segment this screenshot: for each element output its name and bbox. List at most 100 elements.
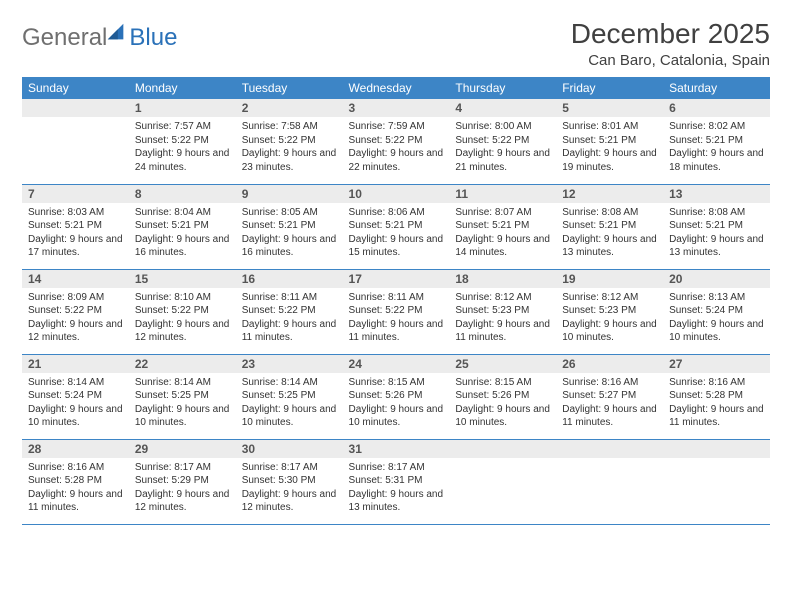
- calendar-day-cell: 24Sunrise: 8:15 AMSunset: 5:26 PMDayligh…: [343, 354, 450, 439]
- day-number: 7: [22, 185, 129, 203]
- calendar-day-cell: 18Sunrise: 8:12 AMSunset: 5:23 PMDayligh…: [449, 269, 556, 354]
- day-number: 30: [236, 440, 343, 458]
- day-number: 9: [236, 185, 343, 203]
- day-number: 4: [449, 99, 556, 117]
- day-detail-text: Sunrise: 8:17 AMSunset: 5:30 PMDaylight:…: [236, 458, 343, 518]
- calendar-day-cell: 23Sunrise: 8:14 AMSunset: 5:25 PMDayligh…: [236, 354, 343, 439]
- day-number: 18: [449, 270, 556, 288]
- calendar-day-cell: 4Sunrise: 8:00 AMSunset: 5:22 PMDaylight…: [449, 99, 556, 184]
- day-detail-text: Sunrise: 8:02 AMSunset: 5:21 PMDaylight:…: [663, 117, 770, 177]
- day-number: 31: [343, 440, 450, 458]
- calendar-day-cell: 14Sunrise: 8:09 AMSunset: 5:22 PMDayligh…: [22, 269, 129, 354]
- day-detail-text: Sunrise: 8:07 AMSunset: 5:21 PMDaylight:…: [449, 203, 556, 263]
- day-number: 12: [556, 185, 663, 203]
- calendar-day-cell: 17Sunrise: 8:11 AMSunset: 5:22 PMDayligh…: [343, 269, 450, 354]
- location-subtitle: Can Baro, Catalonia, Spain: [571, 52, 770, 69]
- calendar-day-cell: 21Sunrise: 8:14 AMSunset: 5:24 PMDayligh…: [22, 354, 129, 439]
- day-number: [22, 99, 129, 117]
- calendar-day-cell: 19Sunrise: 8:12 AMSunset: 5:23 PMDayligh…: [556, 269, 663, 354]
- day-number: 16: [236, 270, 343, 288]
- weekday-header: Wednesday: [343, 77, 450, 99]
- calendar-day-cell: 13Sunrise: 8:08 AMSunset: 5:21 PMDayligh…: [663, 184, 770, 269]
- day-number: 27: [663, 355, 770, 373]
- weekday-header: Tuesday: [236, 77, 343, 99]
- day-number: 3: [343, 99, 450, 117]
- day-number: 22: [129, 355, 236, 373]
- weekday-header: Thursday: [449, 77, 556, 99]
- calendar-day-cell: [449, 439, 556, 524]
- calendar-day-cell: 12Sunrise: 8:08 AMSunset: 5:21 PMDayligh…: [556, 184, 663, 269]
- day-detail-text: Sunrise: 8:16 AMSunset: 5:28 PMDaylight:…: [22, 458, 129, 518]
- calendar-day-cell: 20Sunrise: 8:13 AMSunset: 5:24 PMDayligh…: [663, 269, 770, 354]
- day-number: 8: [129, 185, 236, 203]
- day-detail-text: Sunrise: 8:17 AMSunset: 5:29 PMDaylight:…: [129, 458, 236, 518]
- calendar-day-cell: 25Sunrise: 8:15 AMSunset: 5:26 PMDayligh…: [449, 354, 556, 439]
- calendar-day-cell: 22Sunrise: 8:14 AMSunset: 5:25 PMDayligh…: [129, 354, 236, 439]
- brand-sail-icon: [105, 21, 127, 43]
- day-detail-text: Sunrise: 8:06 AMSunset: 5:21 PMDaylight:…: [343, 203, 450, 263]
- day-detail-text: Sunrise: 8:14 AMSunset: 5:25 PMDaylight:…: [129, 373, 236, 433]
- day-number: 14: [22, 270, 129, 288]
- day-detail-text: Sunrise: 8:12 AMSunset: 5:23 PMDaylight:…: [449, 288, 556, 348]
- day-detail-text: Sunrise: 8:11 AMSunset: 5:22 PMDaylight:…: [236, 288, 343, 348]
- day-detail-text: Sunrise: 8:01 AMSunset: 5:21 PMDaylight:…: [556, 117, 663, 177]
- day-detail-text: Sunrise: 8:05 AMSunset: 5:21 PMDaylight:…: [236, 203, 343, 263]
- day-detail-text: Sunrise: 8:16 AMSunset: 5:27 PMDaylight:…: [556, 373, 663, 433]
- day-number: 15: [129, 270, 236, 288]
- day-detail-text: Sunrise: 8:12 AMSunset: 5:23 PMDaylight:…: [556, 288, 663, 348]
- calendar-day-cell: 10Sunrise: 8:06 AMSunset: 5:21 PMDayligh…: [343, 184, 450, 269]
- brand-text-blue: Blue: [129, 24, 177, 52]
- calendar-day-cell: 5Sunrise: 8:01 AMSunset: 5:21 PMDaylight…: [556, 99, 663, 184]
- calendar-day-cell: 7Sunrise: 8:03 AMSunset: 5:21 PMDaylight…: [22, 184, 129, 269]
- calendar-day-cell: 16Sunrise: 8:11 AMSunset: 5:22 PMDayligh…: [236, 269, 343, 354]
- day-detail-text: Sunrise: 8:04 AMSunset: 5:21 PMDaylight:…: [129, 203, 236, 263]
- calendar-table: SundayMondayTuesdayWednesdayThursdayFrid…: [22, 77, 770, 525]
- day-detail-text: Sunrise: 7:58 AMSunset: 5:22 PMDaylight:…: [236, 117, 343, 177]
- day-detail-text: Sunrise: 7:59 AMSunset: 5:22 PMDaylight:…: [343, 117, 450, 177]
- calendar-day-cell: 2Sunrise: 7:58 AMSunset: 5:22 PMDaylight…: [236, 99, 343, 184]
- day-detail-text: Sunrise: 8:16 AMSunset: 5:28 PMDaylight:…: [663, 373, 770, 433]
- day-detail-text: Sunrise: 8:15 AMSunset: 5:26 PMDaylight:…: [343, 373, 450, 433]
- calendar-day-cell: 29Sunrise: 8:17 AMSunset: 5:29 PMDayligh…: [129, 439, 236, 524]
- calendar-week-row: 28Sunrise: 8:16 AMSunset: 5:28 PMDayligh…: [22, 439, 770, 524]
- day-number: [663, 440, 770, 458]
- day-detail-text: Sunrise: 8:17 AMSunset: 5:31 PMDaylight:…: [343, 458, 450, 518]
- weekday-header: Sunday: [22, 77, 129, 99]
- day-number: 19: [556, 270, 663, 288]
- day-number: 11: [449, 185, 556, 203]
- day-detail-text: Sunrise: 8:15 AMSunset: 5:26 PMDaylight:…: [449, 373, 556, 433]
- calendar-header-row: SundayMondayTuesdayWednesdayThursdayFrid…: [22, 77, 770, 99]
- day-detail-text: Sunrise: 8:03 AMSunset: 5:21 PMDaylight:…: [22, 203, 129, 263]
- calendar-week-row: 7Sunrise: 8:03 AMSunset: 5:21 PMDaylight…: [22, 184, 770, 269]
- day-number: 28: [22, 440, 129, 458]
- brand-logo: General Blue: [22, 18, 177, 52]
- calendar-day-cell: 26Sunrise: 8:16 AMSunset: 5:27 PMDayligh…: [556, 354, 663, 439]
- day-detail-text: Sunrise: 8:08 AMSunset: 5:21 PMDaylight:…: [556, 203, 663, 263]
- calendar-week-row: 21Sunrise: 8:14 AMSunset: 5:24 PMDayligh…: [22, 354, 770, 439]
- calendar-week-row: 14Sunrise: 8:09 AMSunset: 5:22 PMDayligh…: [22, 269, 770, 354]
- calendar-day-cell: [22, 99, 129, 184]
- day-detail-text: Sunrise: 8:08 AMSunset: 5:21 PMDaylight:…: [663, 203, 770, 263]
- weekday-header: Saturday: [663, 77, 770, 99]
- calendar-day-cell: 15Sunrise: 8:10 AMSunset: 5:22 PMDayligh…: [129, 269, 236, 354]
- day-detail-text: Sunrise: 8:14 AMSunset: 5:25 PMDaylight:…: [236, 373, 343, 433]
- calendar-day-cell: 9Sunrise: 8:05 AMSunset: 5:21 PMDaylight…: [236, 184, 343, 269]
- day-number: 21: [22, 355, 129, 373]
- day-number: 26: [556, 355, 663, 373]
- weekday-header: Friday: [556, 77, 663, 99]
- day-number: [556, 440, 663, 458]
- calendar-day-cell: 31Sunrise: 8:17 AMSunset: 5:31 PMDayligh…: [343, 439, 450, 524]
- calendar-day-cell: 11Sunrise: 8:07 AMSunset: 5:21 PMDayligh…: [449, 184, 556, 269]
- title-block: December 2025 Can Baro, Catalonia, Spain: [571, 18, 770, 69]
- calendar-day-cell: 27Sunrise: 8:16 AMSunset: 5:28 PMDayligh…: [663, 354, 770, 439]
- month-title: December 2025: [571, 18, 770, 50]
- day-number: [449, 440, 556, 458]
- day-number: 2: [236, 99, 343, 117]
- page-header: General Blue December 2025 Can Baro, Cat…: [22, 18, 770, 69]
- day-number: 25: [449, 355, 556, 373]
- day-number: 5: [556, 99, 663, 117]
- day-number: 17: [343, 270, 450, 288]
- calendar-day-cell: [663, 439, 770, 524]
- day-detail-text: Sunrise: 8:00 AMSunset: 5:22 PMDaylight:…: [449, 117, 556, 177]
- calendar-day-cell: [556, 439, 663, 524]
